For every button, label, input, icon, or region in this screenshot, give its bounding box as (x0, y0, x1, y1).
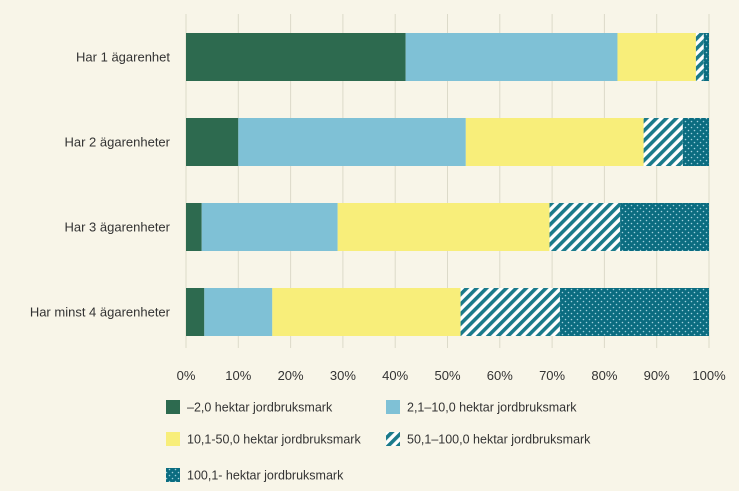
legend-swatch (166, 468, 180, 482)
x-tick-label: 70% (539, 368, 565, 383)
x-tick-label: 20% (278, 368, 304, 383)
x-tick-label: 10% (225, 368, 251, 383)
bar-segment-har-3-garenheter-series-4 (549, 203, 621, 251)
x-tick-label: 40% (382, 368, 408, 383)
legend-swatch (166, 400, 180, 414)
bar-segment-har-2-garenheter-series-1 (186, 118, 239, 166)
legend-label: 10,1-50,0 hektar jordbruksmark (187, 433, 361, 447)
x-axis-ticks: 0% 10% 20% 30% 40% 50% 60% 70% 80% 90% 100% (177, 368, 726, 383)
legend-label: 2,1–10,0 hektar jordbruksmark (407, 401, 577, 415)
legend-swatch (386, 432, 400, 446)
bar-segment-har-minst-4-garenheter-series-5 (559, 288, 709, 336)
bar-segment-har-minst-4-garenheter-series-3 (272, 288, 461, 336)
bar-segment-har-3-garenheter-series-3 (337, 203, 550, 251)
bar-segment-har-minst-4-garenheter-series-4 (460, 288, 560, 336)
bar-segment-har-minst-4-garenheter-series-1 (186, 288, 205, 336)
bar-segment-har-3-garenheter-series-2 (201, 203, 338, 251)
legend-label: –2,0 hektar jordbruksmark (187, 401, 333, 415)
legend-label: 50,1–100,0 hektar jordbruksmark (407, 433, 591, 447)
category-label: Har 3 ägarenheter (64, 220, 170, 235)
bar-segment-har-2-garenheter-series-5 (682, 118, 709, 166)
x-tick-label: 0% (177, 368, 196, 383)
category-label: Har 2 ägarenheter (64, 135, 170, 150)
legend-swatch (166, 432, 180, 446)
bar-segment-har-2-garenheter-series-2 (238, 118, 466, 166)
bar-segment-har-3-garenheter-series-1 (186, 203, 202, 251)
category-label: Har minst 4 ägarenheter (30, 305, 171, 320)
category-label: Har 1 ägarenhet (76, 50, 170, 65)
x-tick-label: 80% (591, 368, 617, 383)
legend-swatch (386, 400, 400, 414)
bar-segment-har-2-garenheter-series-3 (465, 118, 644, 166)
bar-segment-har-minst-4-garenheter-series-2 (204, 288, 273, 336)
bar-segment-har-1-garenhet-series-1 (186, 33, 406, 81)
x-tick-label: 30% (330, 368, 356, 383)
bar-segment-har-1-garenhet-series-3 (617, 33, 696, 81)
bar-segment-har-1-garenhet-series-5 (703, 33, 709, 81)
bars (186, 33, 709, 336)
bar-segment-har-1-garenhet-series-4 (695, 33, 704, 81)
bar-segment-har-2-garenheter-series-4 (643, 118, 683, 166)
x-tick-label: 60% (487, 368, 513, 383)
x-tick-label: 100% (692, 368, 726, 383)
legend: –2,0 hektar jordbruksmark 2,1–10,0 hektar… (166, 400, 591, 483)
bar-segment-har-1-garenhet-series-2 (405, 33, 618, 81)
x-tick-label: 90% (644, 368, 670, 383)
category-labels: Har 1 ägarenhet Har 2 ägarenheter Har 3 äg… (30, 50, 171, 320)
legend-label: 100,1- hektar jordbruksmark (187, 469, 344, 483)
x-tick-label: 50% (434, 368, 460, 383)
bar-segment-har-3-garenheter-series-5 (620, 203, 709, 251)
